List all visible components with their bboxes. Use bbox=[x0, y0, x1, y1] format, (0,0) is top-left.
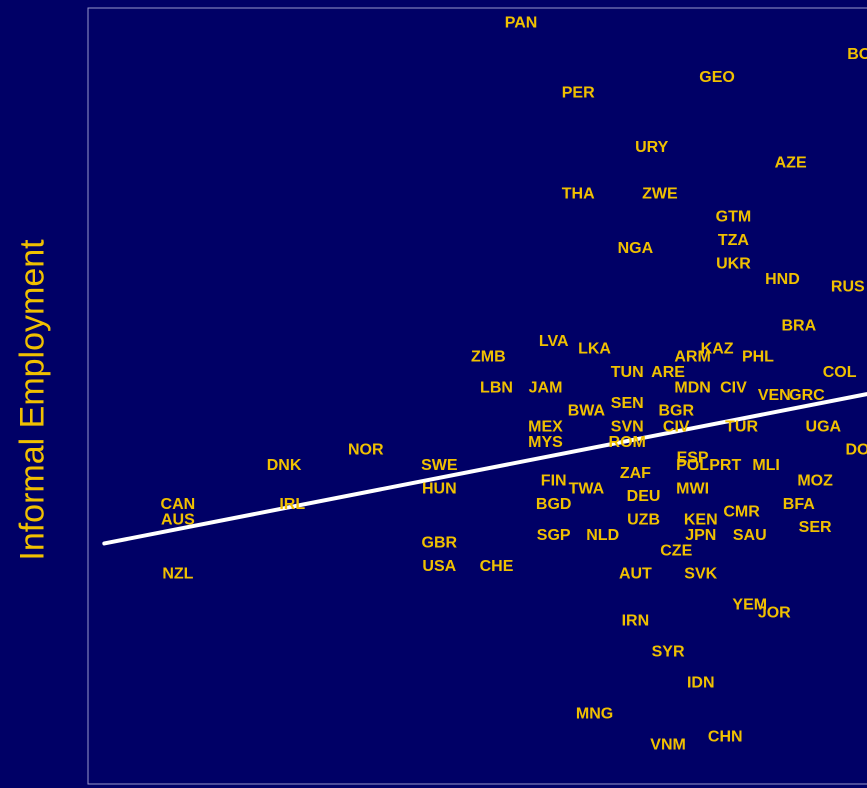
data-point-label: IDN bbox=[687, 674, 715, 691]
data-point-label: TUN bbox=[611, 364, 644, 381]
data-point-label: ARE bbox=[651, 364, 685, 381]
data-point-label: NZL bbox=[162, 566, 193, 583]
data-point-label: DOM bbox=[845, 442, 867, 459]
data-point-label: URY bbox=[635, 139, 669, 156]
data-point-label: IRL bbox=[279, 496, 305, 513]
data-point-label: GBR bbox=[422, 535, 458, 552]
data-point-label: ARM bbox=[674, 348, 710, 365]
data-point-label: AUS bbox=[161, 511, 195, 528]
data-point-label: CHN bbox=[708, 729, 743, 746]
data-point-label: BOL bbox=[847, 46, 867, 63]
data-point-label: NLD bbox=[586, 527, 619, 544]
data-point-label: DEU bbox=[627, 488, 661, 505]
data-point-label: TUR bbox=[725, 418, 758, 435]
data-point-label: TWA bbox=[569, 480, 605, 497]
data-point-label: ESP bbox=[677, 449, 709, 466]
data-point-label: ZWE bbox=[642, 185, 678, 202]
data-point-label: VEN bbox=[758, 387, 791, 404]
data-point-label: MEX bbox=[528, 418, 563, 435]
data-point-label: SEN bbox=[611, 395, 644, 412]
data-point-label: BRA bbox=[781, 317, 816, 334]
data-point-label: UKR bbox=[716, 255, 751, 272]
data-point-label: KAZ bbox=[701, 341, 734, 358]
plot-frame bbox=[87, 7, 867, 785]
data-point-label: AUT bbox=[619, 566, 652, 583]
data-point-label: FIN bbox=[541, 473, 567, 490]
data-point-label: BGD bbox=[536, 496, 572, 513]
data-point-label: USA bbox=[422, 558, 456, 575]
data-point-label: MLI bbox=[752, 457, 780, 474]
data-point-label: MWI bbox=[676, 480, 709, 497]
data-point-label: PAN bbox=[505, 15, 538, 32]
data-point-label: GEO bbox=[699, 69, 735, 86]
data-point-label: PER bbox=[562, 85, 595, 102]
data-point-label: NGA bbox=[618, 240, 654, 257]
data-point-label: SER bbox=[799, 519, 832, 536]
data-point-label: DNK bbox=[267, 457, 302, 474]
data-point-label: SWE bbox=[421, 457, 458, 474]
data-point-label: HND bbox=[765, 271, 800, 288]
data-point-label: ZAF bbox=[620, 465, 651, 482]
point-labels: PANBOLGEOPERURYAZETHAZWEGTMBLRTZANGAUKRH… bbox=[161, 15, 867, 754]
data-point-label: UGA bbox=[806, 418, 842, 435]
data-point-label: CZE bbox=[660, 542, 692, 559]
data-point-label: AZE bbox=[775, 154, 807, 171]
data-point-label: PRT bbox=[709, 457, 741, 474]
data-point-label: UZB bbox=[627, 511, 660, 528]
data-point-label: JAM bbox=[529, 379, 563, 396]
data-point-label: CIV bbox=[663, 418, 690, 435]
data-point-label: COL bbox=[823, 364, 857, 381]
data-point-label: BGR bbox=[658, 403, 694, 420]
data-point-label: JOR bbox=[758, 604, 791, 621]
data-point-label: GRC bbox=[789, 387, 825, 404]
data-point-label: IRN bbox=[622, 612, 650, 629]
data-point-label: LBN bbox=[480, 379, 513, 396]
data-point-label: SVK bbox=[684, 566, 717, 583]
trend-line-group bbox=[102, 392, 867, 546]
trend-line bbox=[102, 392, 867, 546]
data-point-label: TZA bbox=[718, 232, 750, 249]
data-point-label: MNG bbox=[576, 705, 613, 722]
data-point-label: MDN bbox=[674, 379, 710, 396]
data-point-label: NOR bbox=[348, 442, 384, 459]
data-point-label: KEN bbox=[684, 511, 718, 528]
data-point-label: YEM bbox=[732, 597, 767, 614]
data-point-label: CMR bbox=[723, 504, 760, 521]
data-point-label: RUS bbox=[831, 279, 865, 296]
data-point-label: MOZ bbox=[797, 473, 833, 490]
data-point-label: CAN bbox=[161, 496, 196, 513]
data-point-label: MYS bbox=[528, 434, 563, 451]
data-point-label: JPN bbox=[685, 527, 716, 544]
data-point-label: LKA bbox=[578, 341, 611, 358]
data-point-label: SAU bbox=[733, 527, 767, 544]
data-point-label: ROM bbox=[609, 434, 646, 451]
data-point-label: ZMB bbox=[471, 348, 506, 365]
data-point-label: BFA bbox=[783, 496, 815, 513]
data-point-label: BWA bbox=[568, 403, 606, 420]
data-point-label: HUN bbox=[422, 480, 457, 497]
data-point-label: PHL bbox=[742, 348, 774, 365]
data-point-label: CIV bbox=[720, 379, 747, 396]
data-point-label: SYR bbox=[652, 643, 685, 660]
data-point-label: THA bbox=[562, 185, 595, 202]
data-point-label: VNM bbox=[650, 736, 686, 753]
data-point-label: SVN bbox=[611, 418, 644, 435]
data-point-label: LVA bbox=[539, 333, 569, 350]
data-point-label: POL bbox=[676, 457, 709, 474]
data-point-label: CHE bbox=[480, 558, 514, 575]
data-point-label: GTM bbox=[716, 209, 752, 226]
plot-border bbox=[87, 7, 867, 785]
data-point-label: SGP bbox=[537, 527, 571, 544]
